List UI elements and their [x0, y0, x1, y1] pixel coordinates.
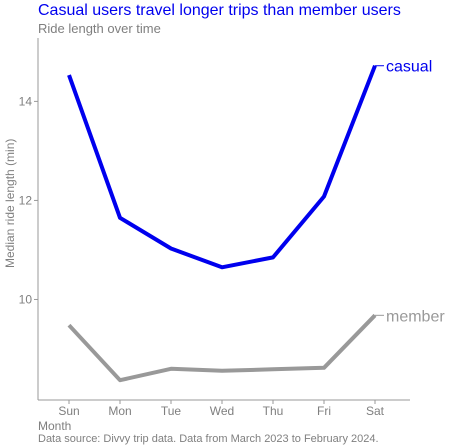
series-line-casual	[67, 64, 377, 270]
series-label-member: member	[386, 308, 445, 325]
chart-title: Casual users travel longer trips than me…	[38, 2, 401, 19]
x-tick-label: Sat	[366, 404, 385, 418]
x-tick-label: Tue	[161, 404, 182, 418]
chart-caption: Data source: Divvy trip data. Data from …	[38, 433, 379, 445]
series-label-casual: casual	[386, 59, 432, 76]
chart-subtitle: Ride length over time	[38, 21, 161, 36]
x-tick-label: Mon	[108, 404, 131, 418]
x-tick-label: Thu	[263, 404, 284, 418]
y-tick-label: 12	[19, 193, 33, 207]
y-tick-label: 14	[19, 94, 33, 108]
x-tick-label: Fri	[317, 404, 331, 418]
y-tick-label: 10	[19, 292, 33, 306]
x-axis-label: Month	[38, 419, 72, 433]
x-tick-label: Sun	[58, 404, 79, 418]
y-axis-label: Median ride length (min)	[3, 138, 17, 268]
series-line-member	[67, 313, 377, 383]
x-tick-label: Wed	[210, 404, 234, 418]
